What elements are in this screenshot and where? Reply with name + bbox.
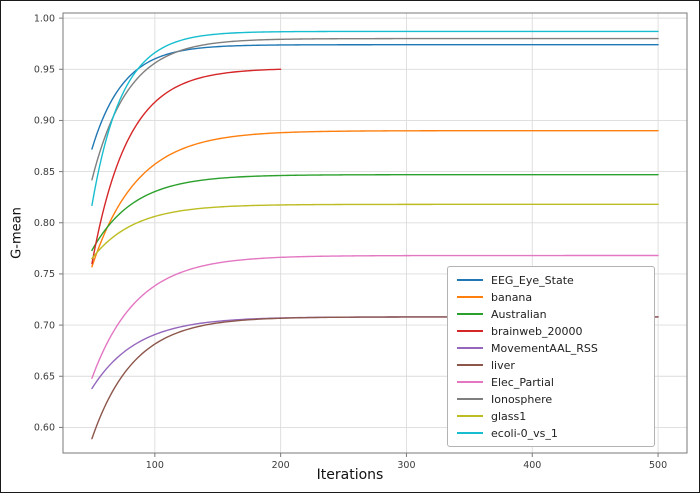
legend-entry-banana: banana	[457, 290, 645, 304]
legend-label: liver	[491, 358, 515, 372]
series-line-Elec_Partial	[91, 254, 659, 379]
x-axis-label: Iterations	[316, 467, 384, 483]
series-line-ecoli-0_vs_1	[91, 30, 659, 207]
y-tick-label: 1.00	[34, 13, 55, 24]
legend-label: EEG_Eye_State	[491, 273, 574, 287]
y-axis-label: G-mean	[9, 207, 25, 259]
legend-swatch	[457, 432, 483, 434]
legend-label: Ionosphere	[491, 392, 553, 406]
legend-entry-Australian: Australian	[457, 307, 645, 321]
legend-label: MovementAAL_RSS	[491, 341, 598, 355]
legend-entry-Ionosphere: Ionosphere	[457, 392, 645, 406]
legend-swatch	[457, 313, 483, 315]
series-line-glass1	[91, 203, 659, 260]
x-tick-label: 500	[649, 460, 667, 471]
y-tick-label: 0.90	[34, 116, 55, 127]
series-line-Ionosphere	[91, 37, 659, 181]
plot-spines	[62, 12, 688, 454]
legend-swatch	[457, 347, 483, 349]
legend-swatch	[457, 381, 483, 383]
y-tick-label: 0.85	[34, 167, 55, 178]
legend-entry-glass1: glass1	[457, 409, 645, 423]
legend-entry-Elec_Partial: Elec_Partial	[457, 375, 645, 389]
legend-swatch	[457, 364, 483, 366]
legend-label: glass1	[491, 409, 527, 423]
series-line-banana	[91, 129, 659, 268]
x-tick-label: 400	[523, 460, 541, 471]
legend-entry-ecoli-0_vs_1: ecoli-0_vs_1	[457, 426, 645, 440]
y-tick-label: 0.80	[34, 218, 55, 229]
legend-swatch	[457, 330, 483, 332]
legend-entry-brainweb_20000: brainweb_20000	[457, 324, 645, 338]
legend-entry-MovementAAL_RSS: MovementAAL_RSS	[457, 341, 645, 355]
legend-label: Elec_Partial	[491, 375, 554, 389]
legend-entry-liver: liver	[457, 358, 645, 372]
series-line-EEG_Eye_State	[91, 44, 659, 150]
legend-label: ecoli-0_vs_1	[491, 426, 558, 440]
legend-label: brainweb_20000	[491, 324, 583, 338]
x-tick-label: 100	[146, 460, 164, 471]
y-tick-label: 0.95	[34, 64, 55, 75]
legend-swatch	[457, 296, 483, 298]
x-tick-label: 200	[272, 460, 290, 471]
y-tick-label: 0.60	[34, 423, 55, 434]
x-tick-label: 300	[397, 460, 415, 471]
legend-entry-EEG_Eye_State: EEG_Eye_State	[457, 273, 645, 287]
legend-swatch	[457, 398, 483, 400]
legend-label: banana	[491, 290, 533, 304]
legend-label: Australian	[491, 307, 547, 321]
series-line-brainweb_20000	[91, 68, 282, 265]
legend-swatch	[457, 279, 483, 281]
y-tick-label: 0.75	[34, 269, 55, 280]
legend-swatch	[457, 415, 483, 417]
y-tick-label: 0.65	[34, 371, 55, 382]
y-tick-label: 0.70	[34, 320, 55, 331]
series-line-Australian	[91, 173, 659, 252]
